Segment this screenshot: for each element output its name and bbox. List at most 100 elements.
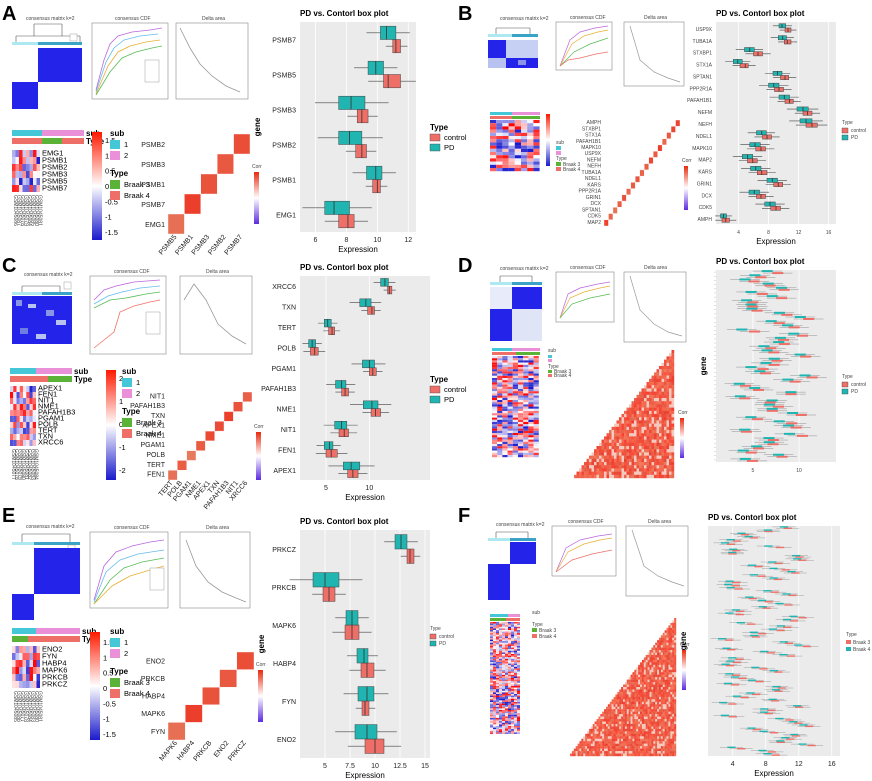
heatmap-cell: [507, 358, 513, 361]
consensus-cdf-plot: consensus CDF: [91, 16, 169, 100]
heatmap-cell: [508, 702, 511, 704]
corr-cell: [581, 743, 584, 747]
heatmap-cell: [22, 164, 26, 171]
corr-cell: [651, 458, 655, 463]
corr-cell: [600, 733, 603, 737]
corr-cell: [598, 738, 601, 742]
heatmap-cell: [502, 430, 508, 433]
heatmap-cell: [502, 123, 509, 127]
heatmap-cell: [493, 670, 496, 672]
corr-cell: [638, 677, 641, 680]
corr-cell: [674, 694, 677, 698]
corr-cell: [655, 694, 658, 698]
heatmap-cell: [507, 367, 513, 370]
heatmap-cell: [512, 391, 518, 394]
corr-cell: [602, 716, 605, 720]
corr-cell: [621, 446, 625, 450]
corr-cell: [670, 672, 673, 675]
corr-cell: [617, 733, 620, 737]
corr-cell: [674, 664, 677, 668]
heatmap-cell: [528, 435, 534, 438]
heatmap-cell: [490, 663, 493, 666]
heatmap-cell: [26, 157, 30, 164]
corr-cell: [671, 356, 675, 360]
corr-cell: [670, 694, 673, 698]
corr-cell: [604, 439, 607, 443]
heatmap-cell: [26, 386, 30, 392]
corr-cell: [659, 468, 662, 472]
heatmap-cell: [514, 671, 517, 674]
heatmap-cell: [502, 682, 505, 685]
corr-cell: [643, 753, 646, 757]
corr-cell: [655, 746, 658, 749]
corr-cell: [594, 474, 597, 479]
heatmap-cell: [517, 700, 520, 702]
corr-cell: [628, 699, 631, 702]
heatmap-cell: [493, 658, 496, 661]
corr-cell: [638, 751, 641, 754]
corr-cell: [634, 741, 637, 744]
corr-cell: [644, 163, 649, 171]
corr-cell: [613, 723, 616, 727]
heatmap-cell: [19, 653, 23, 660]
corr-cell: [611, 719, 614, 722]
heatmap-cell: [496, 666, 499, 669]
heatmap-cell: [508, 674, 511, 677]
corr-cell: [634, 398, 637, 402]
corr-cell: [639, 414, 642, 418]
heatmap-cell: [533, 129, 540, 133]
corr-cell: [636, 753, 639, 757]
corr-cell: [604, 711, 607, 715]
box-pd: [745, 303, 757, 306]
corr-cell: [621, 694, 624, 698]
box-control: [796, 434, 808, 437]
corr-cell: [646, 417, 650, 421]
corr-cell: [621, 723, 624, 727]
box-control: [731, 581, 741, 584]
heatmap-gene-label: FYN: [42, 651, 57, 660]
corr-cell: [599, 465, 602, 469]
heatmap-cell: [511, 682, 514, 685]
corr-cell: [641, 433, 645, 437]
corr-cell: [638, 726, 641, 730]
heatmap-cell: [521, 126, 528, 130]
corr-cell: [611, 709, 614, 712]
corr-cell: [649, 654, 652, 658]
consensus-cdf-plot: consensus CDF: [555, 15, 613, 71]
heatmap-cell: [496, 628, 499, 630]
heatmap-cell: [497, 444, 503, 447]
corr-cell: [655, 672, 658, 675]
corr-cell: [671, 446, 675, 450]
corr-cell: [651, 741, 654, 744]
corr-cell: [644, 458, 647, 463]
heatmap-cell: [518, 404, 524, 407]
corr-cell: [594, 452, 597, 456]
corr-cell: [628, 684, 631, 688]
heatmap-cell: [22, 653, 26, 660]
corr-cell: [638, 699, 641, 702]
corr-cell: [655, 654, 658, 658]
corr-cell: [632, 726, 635, 730]
corr-cell: [669, 436, 672, 440]
corr-cell: [634, 404, 637, 408]
corr-cell: [672, 654, 675, 658]
heatmap-sample-label: GSM1045087: [16, 195, 22, 226]
corr-cell: [619, 719, 622, 722]
corr-cell: [613, 728, 616, 732]
box-pd: [768, 628, 778, 630]
heatmap-cell: [518, 444, 524, 447]
corr-cell: [672, 642, 675, 646]
corr-cell: [607, 711, 610, 715]
corr-cell: [624, 426, 627, 431]
corr-cell: [668, 719, 671, 722]
corr-cell: [651, 442, 655, 447]
box-control: [406, 548, 415, 564]
box-pd: [779, 641, 789, 643]
box-pd: [324, 441, 334, 450]
corr-cell: [636, 694, 639, 698]
heatmap-cell: [16, 392, 20, 398]
heatmap-cell: [492, 408, 498, 411]
legend-swatch-pd: [841, 388, 849, 395]
heatmap-cell: [496, 136, 503, 140]
corr-cell: [636, 455, 640, 459]
